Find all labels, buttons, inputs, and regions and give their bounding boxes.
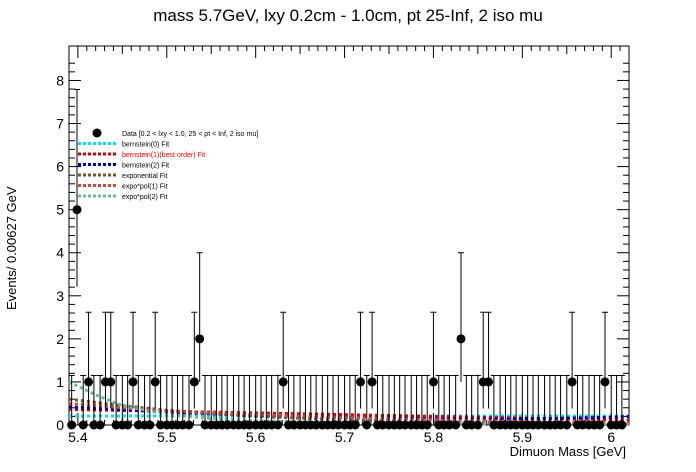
legend-label-data: Data [0.2 < lxy < 1.0, 25 < pt < Inf, 2 … — [122, 131, 258, 138]
data-point — [533, 420, 543, 430]
data-point — [473, 420, 483, 430]
x-tick-label: 5.9 — [513, 429, 533, 445]
data-point — [428, 377, 438, 387]
y-tick-label: 7 — [56, 116, 64, 132]
data-point — [567, 377, 577, 387]
data-point — [106, 377, 116, 387]
data-point — [244, 420, 254, 430]
x-axis-label: Dimuon Mass [GeV] — [509, 444, 626, 459]
y-tick-label: 6 — [56, 159, 64, 175]
data-point — [600, 377, 610, 387]
data-point — [451, 420, 461, 430]
data-point — [489, 420, 499, 430]
data-point — [84, 377, 94, 387]
chart-title: mass 5.7GeV, lxy 0.2cm - 1.0cm, pt 25-In… — [153, 6, 543, 25]
y-tick-label: 2 — [56, 331, 64, 347]
y-tick-label: 1 — [56, 374, 64, 390]
data-point — [111, 420, 121, 430]
x-tick-label: 5.5 — [157, 429, 177, 445]
data-point — [362, 420, 372, 430]
data-point — [511, 420, 521, 430]
data-point — [128, 377, 138, 387]
x-tick-label: 6 — [607, 429, 615, 445]
data-point — [556, 420, 566, 430]
data-point — [350, 420, 360, 430]
x-tick-label: 5.8 — [424, 429, 444, 445]
x-tick-label: 5.7 — [335, 429, 355, 445]
data-point — [311, 420, 321, 430]
legend-label-0: bernstein(0) Fit — [122, 142, 169, 149]
data-point — [67, 420, 77, 430]
data-point — [267, 420, 277, 430]
data-point — [467, 420, 477, 430]
legend-label-4: expo*pol(1) Fit — [122, 184, 168, 191]
data-point — [72, 205, 82, 215]
x-tick-label: 5.4 — [68, 429, 88, 445]
data-point — [444, 420, 454, 430]
data-point — [562, 420, 572, 430]
data-point — [289, 420, 299, 430]
data-point — [356, 377, 366, 387]
data-point — [150, 377, 160, 387]
legend-label-2: bernstein(2) Fit — [122, 163, 169, 170]
x-tick-label: 5.6 — [246, 429, 266, 445]
data-point — [95, 420, 105, 430]
data-point — [484, 377, 494, 387]
data-point — [123, 420, 133, 430]
y-tick-label: 5 — [56, 202, 64, 218]
y-tick-label: 4 — [56, 245, 64, 261]
data-point — [278, 377, 288, 387]
data-point — [367, 377, 377, 387]
legend-label-5: expo*pol(2) Fit — [122, 194, 168, 201]
data-point — [456, 334, 466, 344]
y-tick-label: 8 — [56, 72, 64, 88]
legend-label-3: exponential Fit — [122, 173, 168, 180]
legend-marker-data — [92, 128, 102, 138]
data-point — [595, 420, 605, 430]
y-tick-label: 0 — [56, 417, 64, 433]
data-point — [378, 420, 388, 430]
data-point — [273, 420, 283, 430]
data-point — [222, 420, 232, 430]
data-point — [145, 420, 155, 430]
data-point — [400, 420, 410, 430]
data-point — [422, 420, 432, 430]
data-point — [200, 420, 210, 430]
data-point — [78, 420, 88, 430]
data-point — [89, 420, 99, 430]
data-point — [178, 420, 188, 430]
data-point — [195, 334, 205, 344]
data-point — [133, 420, 143, 430]
data-point — [184, 420, 194, 430]
data-point — [156, 420, 166, 430]
plot-frame — [68, 45, 630, 426]
data-point — [578, 420, 588, 430]
legend-label-1: bernstein(1)(best order) Fit — [122, 152, 205, 159]
data-point — [189, 377, 199, 387]
data-point — [617, 420, 627, 430]
data-point — [333, 420, 343, 430]
y-tick-label: 3 — [56, 288, 64, 304]
